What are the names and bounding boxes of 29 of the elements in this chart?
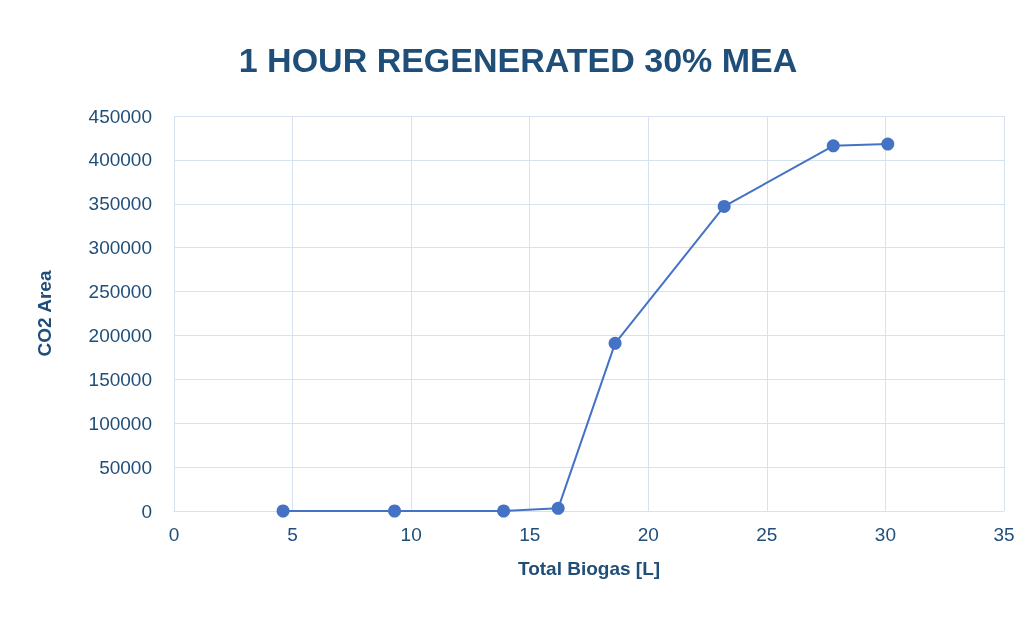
x-tick-label: 30 — [874, 524, 896, 545]
y-tick-label: 350000 — [88, 193, 152, 215]
x-tick-label: 10 — [400, 524, 422, 545]
y-tick-label: 150000 — [88, 368, 152, 390]
y-tick-label: 300000 — [88, 237, 152, 259]
point — [608, 336, 622, 350]
y-tick-label: 400000 — [88, 149, 152, 171]
y-tick-label: 50000 — [99, 456, 152, 478]
point — [826, 139, 840, 153]
y-tick-label: 450000 — [88, 105, 152, 127]
point — [388, 504, 402, 518]
x-tick-label: 25 — [756, 524, 778, 545]
chart-title: 1 HOUR REGENERATED 30% MEA — [238, 41, 798, 79]
point — [881, 137, 895, 151]
point — [497, 504, 511, 518]
x-axis-title: Total Biogas [L] — [517, 558, 661, 579]
y-tick-label: 0 — [141, 500, 152, 522]
point — [717, 199, 731, 213]
point — [551, 501, 565, 515]
point — [276, 504, 290, 518]
x-tick-label: 20 — [637, 524, 659, 545]
y-tick-label: 100000 — [88, 412, 152, 434]
x-tick-label: 15 — [519, 524, 541, 545]
y-tick-label: 250000 — [88, 281, 152, 303]
x-tick-label: 0 — [168, 524, 180, 545]
y-tick-label: 200000 — [88, 324, 152, 346]
x-tick-label: 35 — [993, 524, 1015, 545]
y-axis-title: CO2 Area — [34, 270, 55, 357]
x-tick-label: 5 — [287, 524, 298, 545]
